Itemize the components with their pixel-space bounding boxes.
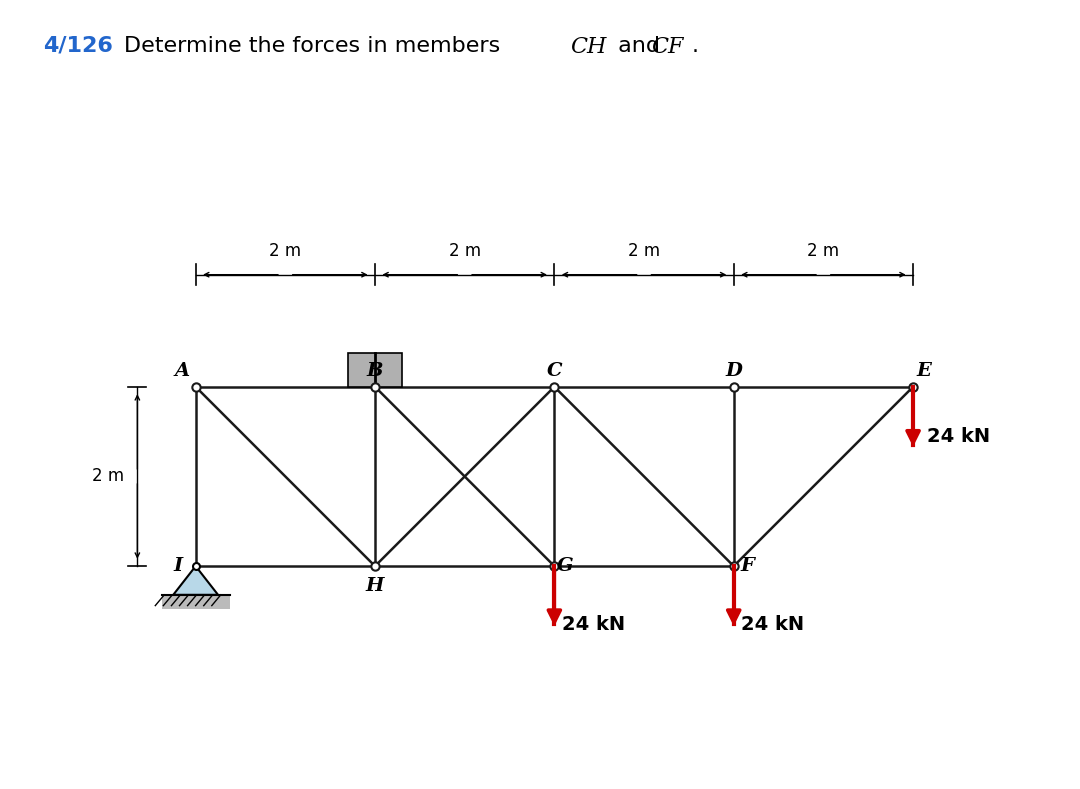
Text: C: C — [546, 361, 562, 380]
Text: F: F — [740, 557, 754, 575]
Text: 2 m: 2 m — [808, 242, 839, 260]
Text: 24 kN: 24 kN — [562, 615, 624, 634]
Text: Determine the forces in members: Determine the forces in members — [124, 36, 512, 55]
Polygon shape — [162, 595, 230, 609]
Text: .: . — [691, 36, 698, 55]
Text: CH: CH — [570, 36, 607, 58]
Text: 24 kN: 24 kN — [741, 615, 804, 634]
Text: CF: CF — [651, 36, 684, 58]
Text: 2 m: 2 m — [269, 242, 301, 260]
Polygon shape — [348, 353, 402, 387]
Polygon shape — [173, 567, 218, 595]
Text: 24 kN: 24 kN — [927, 427, 989, 446]
Text: and: and — [611, 36, 667, 55]
Text: 4/126: 4/126 — [43, 36, 113, 55]
Text: 2 m: 2 m — [92, 467, 124, 485]
Text: 2 m: 2 m — [448, 242, 481, 260]
Text: I: I — [173, 557, 183, 575]
Text: D: D — [726, 361, 742, 380]
Text: B: B — [367, 361, 383, 380]
Text: 2 m: 2 m — [627, 242, 660, 260]
Text: A: A — [175, 361, 190, 380]
Text: G: G — [557, 557, 573, 575]
Text: H: H — [366, 577, 384, 595]
Text: E: E — [917, 361, 931, 380]
